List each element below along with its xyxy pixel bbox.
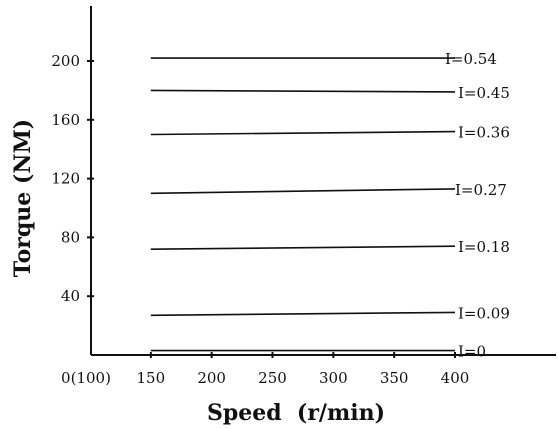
x-tick-label: 400 <box>441 369 470 387</box>
y-tick-label: 80 <box>61 228 80 246</box>
series-label: I=0.45 <box>458 84 510 102</box>
series-label: I=0.09 <box>458 304 510 322</box>
x-tick-label: 0(100) <box>61 369 111 387</box>
series-label: I=0.18 <box>458 238 510 256</box>
y-tick-label: 200 <box>51 52 80 70</box>
series-line <box>150 89 456 93</box>
x-tick-label: 250 <box>258 369 287 387</box>
series-labels: I=0.54 I=0.45 I=0.36 I=0.27 I=0.18 I=0.09 I=0 <box>445 50 510 361</box>
series-lines <box>150 57 456 352</box>
y-tick-label: 160 <box>51 111 80 129</box>
series-line <box>150 245 456 250</box>
series-label: I=0 <box>458 343 486 361</box>
y-axis-title: Torque (NM) <box>10 119 36 277</box>
series-label: I=0.36 <box>458 124 510 142</box>
series-label: I=0.27 <box>455 181 507 199</box>
y-tick-label: 120 <box>51 170 80 188</box>
series-line <box>150 130 456 136</box>
x-tick-label: 300 <box>319 369 348 387</box>
x-axis-title: Speed (r/min) <box>207 400 385 426</box>
series-line <box>150 188 456 195</box>
y-ticks: 40 80 120 160 200 <box>51 52 94 305</box>
x-tick-label: 150 <box>137 369 166 387</box>
y-tick-label: 40 <box>61 287 80 305</box>
series-label: I=0.54 <box>445 50 497 68</box>
x-ticks: 0(100) 150 200 250 300 350 400 <box>61 352 469 387</box>
x-tick-label: 200 <box>197 369 226 387</box>
series-line <box>150 311 456 317</box>
x-tick-label: 350 <box>380 369 409 387</box>
